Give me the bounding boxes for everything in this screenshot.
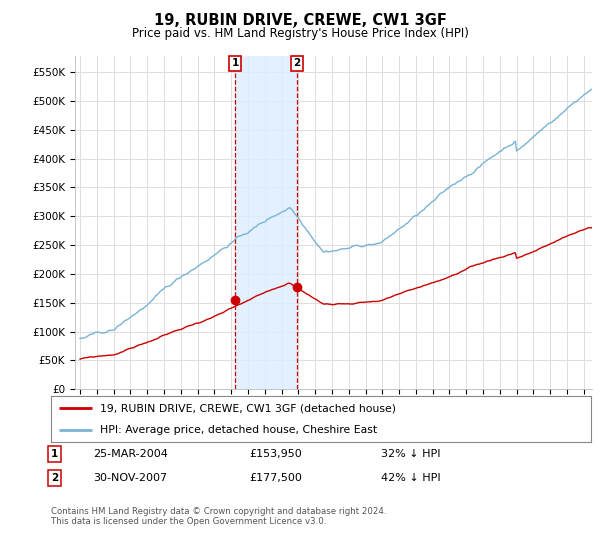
Text: Price paid vs. HM Land Registry's House Price Index (HPI): Price paid vs. HM Land Registry's House … (131, 27, 469, 40)
Text: 2: 2 (51, 473, 58, 483)
Bar (235, 56, 297, 389)
Text: 1: 1 (232, 58, 239, 68)
Text: 42% ↓ HPI: 42% ↓ HPI (381, 473, 440, 483)
Text: 19, RUBIN DRIVE, CREWE, CW1 3GF: 19, RUBIN DRIVE, CREWE, CW1 3GF (154, 13, 446, 29)
Text: 19, RUBIN DRIVE, CREWE, CW1 3GF (detached house): 19, RUBIN DRIVE, CREWE, CW1 3GF (detache… (100, 403, 395, 413)
Text: 1: 1 (51, 449, 58, 459)
Text: £153,950: £153,950 (249, 449, 302, 459)
Text: 25-MAR-2004: 25-MAR-2004 (93, 449, 168, 459)
Text: £177,500: £177,500 (249, 473, 302, 483)
Text: 2: 2 (293, 58, 301, 68)
Text: 32% ↓ HPI: 32% ↓ HPI (381, 449, 440, 459)
Text: Contains HM Land Registry data © Crown copyright and database right 2024.
This d: Contains HM Land Registry data © Crown c… (51, 507, 386, 526)
Text: HPI: Average price, detached house, Cheshire East: HPI: Average price, detached house, Ches… (100, 426, 377, 436)
Text: 30-NOV-2007: 30-NOV-2007 (93, 473, 167, 483)
